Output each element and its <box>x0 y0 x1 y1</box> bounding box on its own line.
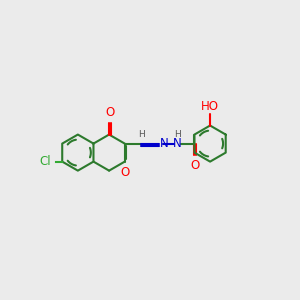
Text: O: O <box>191 159 200 172</box>
Text: H: H <box>174 130 181 139</box>
Text: O: O <box>120 167 129 179</box>
Text: H: H <box>138 130 145 139</box>
Text: N: N <box>173 137 182 150</box>
Text: Cl: Cl <box>40 155 51 168</box>
Text: O: O <box>105 106 115 119</box>
Text: HO: HO <box>201 100 219 113</box>
Text: N: N <box>160 137 168 150</box>
